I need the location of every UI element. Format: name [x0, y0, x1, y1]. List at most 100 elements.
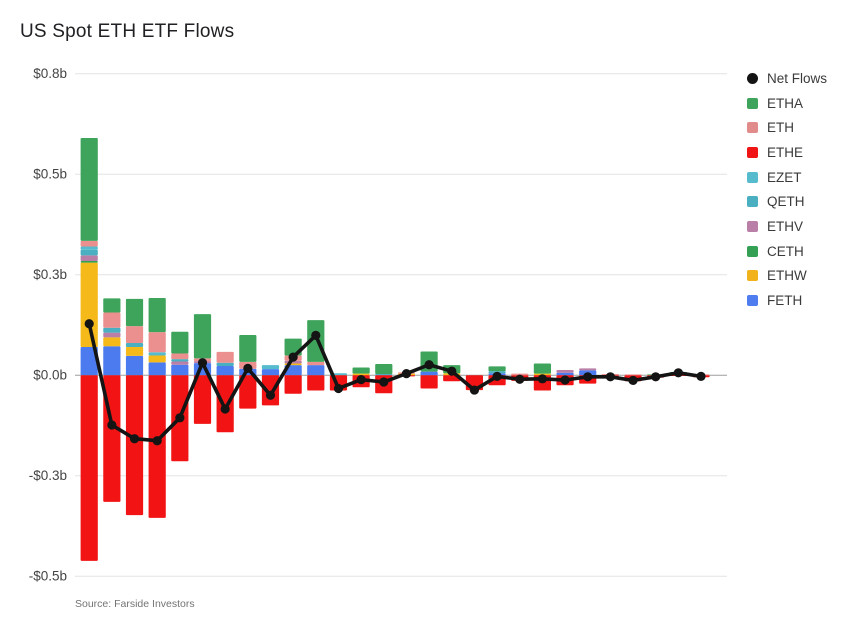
bar-segment-FETH[interactable] [80, 347, 98, 376]
bar-segment-FETH[interactable] [103, 346, 121, 376]
net-flows-point[interactable] [311, 330, 321, 341]
net-flows-point[interactable] [560, 375, 570, 385]
net-flows-point[interactable] [469, 385, 480, 395]
bar-segment-ETHV[interactable] [103, 332, 121, 338]
bar-segment-ETHW[interactable] [125, 347, 144, 356]
bar-segment-FETH[interactable] [420, 371, 438, 376]
bar-segment-ETH[interactable] [171, 353, 189, 360]
bar-segment-ETHA[interactable] [193, 314, 212, 359]
net-flows-point[interactable] [673, 368, 683, 378]
bar-segment-FETH[interactable] [125, 355, 144, 376]
bar-segment-EZET[interactable] [261, 365, 280, 370]
bar-segment-ETHV[interactable] [171, 361, 189, 365]
bar-segment-ETHV[interactable] [80, 255, 98, 262]
net-flows-point[interactable] [175, 413, 185, 423]
bar-segment-EZET[interactable] [80, 246, 98, 250]
net-flows-point[interactable] [265, 390, 276, 400]
net-flows-point[interactable] [356, 375, 366, 385]
bar-segment-ETH[interactable] [148, 332, 166, 353]
bar-segment-ETH[interactable] [511, 373, 529, 376]
bar-segment-QETH[interactable] [80, 249, 98, 256]
bar-segment-ETHE[interactable] [80, 375, 98, 561]
bar-segment-ETH[interactable] [125, 326, 144, 344]
bar-segment-ETHE[interactable] [239, 375, 257, 409]
net-flows-point[interactable] [152, 436, 162, 446]
net-flows-point[interactable] [84, 319, 94, 329]
bar-segment-ETHA[interactable] [352, 367, 370, 374]
legend-item-net-flows[interactable]: Net Flows [747, 66, 827, 91]
net-flows-point[interactable] [243, 363, 253, 373]
bar-segment-QETH[interactable] [125, 343, 144, 348]
bar-segment-ETHE[interactable] [420, 375, 438, 389]
bar-segment-ETHA[interactable] [103, 298, 121, 313]
net-flows-point[interactable] [515, 374, 525, 384]
legend-item-feth[interactable]: FETH [747, 288, 827, 313]
bar-segment-QETH[interactable] [375, 373, 393, 376]
bar-segment-QETH[interactable] [171, 359, 189, 362]
bar-segment-ETHA[interactable] [488, 366, 506, 372]
legend-item-ethw[interactable]: ETHW [747, 264, 827, 289]
bar-segment-FETH[interactable] [148, 362, 166, 376]
net-flows-point[interactable] [220, 404, 230, 414]
bar-segment-FETH[interactable] [261, 369, 280, 376]
legend-item-ethe[interactable]: ETHE [747, 140, 827, 165]
net-flows-point[interactable] [492, 371, 502, 382]
bar-segment-ETHE[interactable] [307, 375, 325, 391]
net-flows-point[interactable] [288, 352, 298, 362]
net-flows-point[interactable] [129, 434, 140, 444]
bar-segment-ETHE[interactable] [216, 375, 234, 433]
net-flows-point[interactable] [379, 377, 389, 387]
bar-segment-FETH[interactable] [307, 365, 325, 376]
bar-segment-ETHV[interactable] [556, 369, 574, 373]
bar-segment-ETHA[interactable] [307, 320, 325, 362]
bar-segment-ETH[interactable] [103, 312, 121, 328]
net-flows-point[interactable] [583, 372, 593, 382]
bar-segment-FETH[interactable] [171, 364, 189, 376]
net-flows-point[interactable] [447, 366, 457, 376]
bar-segment-ETHE[interactable] [284, 375, 302, 394]
legend-item-ethv[interactable]: ETHV [747, 214, 827, 239]
legend-label: ETHW [767, 268, 807, 284]
net-flows-point[interactable] [651, 372, 661, 382]
legend-item-qeth[interactable]: QETH [747, 189, 827, 214]
bar-segment-ETH[interactable] [624, 374, 642, 376]
bar-segment-ETHE[interactable] [125, 375, 144, 516]
bar-segment-ETHA[interactable] [125, 298, 144, 327]
net-flows-point[interactable] [628, 375, 638, 386]
bar-segment-QETH[interactable] [216, 362, 234, 366]
bar-segment-ETHV[interactable] [579, 368, 597, 371]
bar-segment-FETH[interactable] [216, 365, 234, 376]
bar-segment-ETHA[interactable] [239, 335, 257, 362]
bar-segment-ETHW[interactable] [103, 337, 121, 347]
legend-item-etha[interactable]: ETHA [747, 91, 827, 116]
bar-segment-EZET[interactable] [148, 352, 166, 356]
bar-segment-ETHA[interactable] [171, 331, 189, 354]
bar-segment-ETHE[interactable] [261, 375, 280, 406]
bar-segment-QETH[interactable] [103, 327, 121, 333]
bar-segment-ETHW[interactable] [352, 373, 370, 376]
net-flows-point[interactable] [401, 368, 412, 379]
net-flows-point[interactable] [537, 374, 548, 384]
bar-segment-ETHE[interactable] [193, 375, 212, 424]
net-flows-point[interactable] [424, 360, 434, 370]
bar-segment-ETHW[interactable] [148, 355, 166, 363]
bar-segment-ETHW[interactable] [80, 262, 98, 348]
legend-item-ezet[interactable]: EZET [747, 165, 827, 190]
bar-segment-ETHA[interactable] [375, 363, 393, 374]
bar-segment-ETH[interactable] [307, 361, 325, 366]
net-flows-point[interactable] [605, 372, 615, 382]
bar-segment-ETHA[interactable] [80, 138, 98, 241]
bar-segment-ETH[interactable] [80, 240, 98, 247]
bar-segment-FETH[interactable] [556, 372, 574, 376]
net-flows-point[interactable] [197, 358, 208, 368]
legend-item-eth[interactable]: ETH [747, 115, 827, 140]
net-flows-point[interactable] [107, 420, 117, 430]
bar-segment-ETHA[interactable] [148, 298, 166, 333]
bar-segment-CETH[interactable] [80, 261, 98, 263]
bar-segment-ETHE[interactable] [148, 375, 166, 518]
bar-segment-ETH[interactable] [216, 351, 234, 363]
net-flows-point[interactable] [696, 371, 706, 382]
net-flows-point[interactable] [333, 383, 344, 394]
legend-item-ceth[interactable]: CETH [747, 239, 827, 264]
bar-segment-ETHA[interactable] [533, 363, 551, 374]
